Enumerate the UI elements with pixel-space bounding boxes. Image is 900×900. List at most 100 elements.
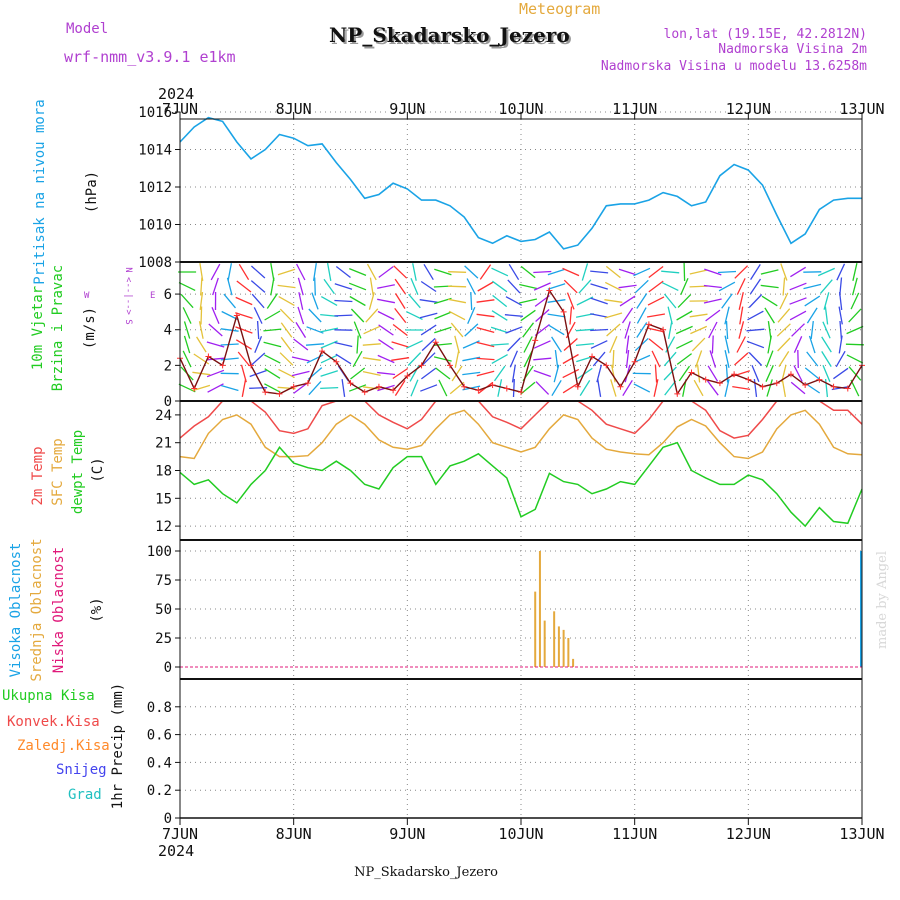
sfc-ylabel: SFC Temp: [50, 438, 66, 505]
wind-compass: N <--|--> W E S: [84, 267, 155, 324]
wind-arrow: [235, 339, 252, 350]
wind-arrow: [406, 311, 423, 320]
wind-arrow: [412, 263, 417, 281]
wind-speed-marker: [276, 390, 283, 397]
dewpt-line: [179, 441, 863, 528]
wind-arrow: [297, 277, 304, 296]
wind-arrow: [683, 262, 686, 282]
wind-speed-marker: [446, 362, 453, 369]
wind-arrow: [264, 310, 281, 321]
legend-total-rain: Ukupna Kisa: [2, 688, 95, 704]
wind-arrow: [760, 284, 779, 289]
wind-arrow: [647, 327, 665, 333]
wind-arrow: [438, 379, 448, 397]
compass-north: N: [123, 267, 133, 272]
wind-arrow: [535, 381, 550, 395]
wind-arrow: [264, 354, 281, 364]
wind-arrow: [391, 341, 409, 348]
wind-arrow: [746, 328, 765, 332]
wind-arrow: [350, 367, 366, 380]
wind-arrow: [491, 267, 509, 277]
wind-speed-marker: [205, 353, 212, 360]
wind-arrow: [490, 343, 509, 346]
wind-arrow: [680, 277, 689, 296]
wind-arrow: [448, 298, 467, 304]
cloud-unit: (%): [89, 597, 105, 622]
compass-east: E: [150, 291, 155, 301]
wind-arrow: [760, 269, 779, 275]
wind-arrow: [664, 380, 677, 396]
wind-arrow: [312, 263, 317, 281]
wind-speed-marker: [844, 385, 851, 392]
wind-arrow: [493, 365, 506, 382]
wind-arrow: [789, 310, 807, 321]
wind-arrow: [335, 353, 352, 365]
wind-arrow: [178, 383, 196, 393]
wind-arrow: [633, 383, 651, 393]
wind-arrow: [821, 336, 832, 353]
wind-arrow: [208, 323, 223, 337]
wind-arrow: [353, 321, 362, 339]
wind-arrow: [736, 278, 746, 295]
y-tick-label: 100: [147, 544, 172, 560]
wind-arrow: [362, 343, 381, 346]
y-tick-label: 12: [155, 519, 172, 535]
y-tick-label: 1014: [138, 143, 172, 159]
wind-arrow: [747, 310, 764, 321]
panels: 1008101010121014101602461215182124025507…: [138, 100, 884, 843]
compass-axis: <--|-->: [123, 277, 133, 316]
wind-arrow: [296, 263, 306, 281]
wind-arrow: [705, 309, 721, 322]
wind-speed-marker: [532, 337, 539, 344]
wind-speed-marker: [745, 376, 752, 383]
wind-arrow: [689, 285, 708, 288]
wind-arrow: [711, 335, 714, 354]
wind-speed-marker: [375, 383, 382, 390]
wind-arrow: [182, 307, 192, 324]
wind-arrow: [349, 295, 366, 307]
wind-arrow: [575, 342, 594, 347]
wind-arrow: [838, 292, 843, 310]
wind-arrow: [434, 311, 452, 320]
wind-speed-marker: [603, 362, 610, 369]
wind-arrow: [724, 306, 730, 325]
wind-arrow: [238, 263, 250, 281]
wind-arrow: [663, 293, 677, 309]
wind-arrow: [479, 264, 492, 280]
wind-arrow: [178, 282, 196, 291]
wind-arrow: [725, 320, 729, 340]
wind-arrow: [736, 336, 746, 353]
wind-arrow: [624, 321, 631, 339]
wind-arrow: [605, 265, 621, 279]
wind-arrow: [451, 365, 463, 382]
wind-unit: (m/s): [82, 307, 98, 349]
wind-arrow: [519, 298, 538, 304]
wind-speed-marker: [660, 326, 667, 333]
wind-arrow: [349, 267, 367, 277]
wind-arrow: [297, 306, 305, 325]
wind-arrow: [806, 351, 819, 367]
y-tick-label: 24: [155, 408, 172, 424]
wind-arrow: [235, 326, 253, 334]
wind-speed-marker: [631, 358, 638, 365]
wind-arrow: [791, 323, 805, 337]
cloud-low-ylabel: Niska Oblacnost: [51, 547, 67, 673]
wind-arrow: [323, 278, 335, 295]
wind-speed-marker: [361, 389, 368, 396]
wind-arrow: [848, 366, 862, 381]
wind-arrow: [850, 292, 860, 310]
wind-arrow: [308, 380, 322, 396]
wind-arrow: [291, 356, 310, 362]
wind-arrow: [391, 357, 410, 361]
wind-arrow: [368, 292, 375, 310]
legend-snow: Snijeg: [56, 762, 107, 778]
wind-arrow: [520, 265, 536, 279]
wind-arrow: [523, 350, 533, 368]
wind-speed-marker: [304, 380, 311, 387]
wind-arrow: [377, 371, 396, 376]
wind-arrow: [250, 265, 266, 279]
wind-speed-marker: [191, 385, 198, 392]
wind-arrow: [467, 306, 476, 325]
chart-title: Meteogram: [519, 0, 600, 18]
